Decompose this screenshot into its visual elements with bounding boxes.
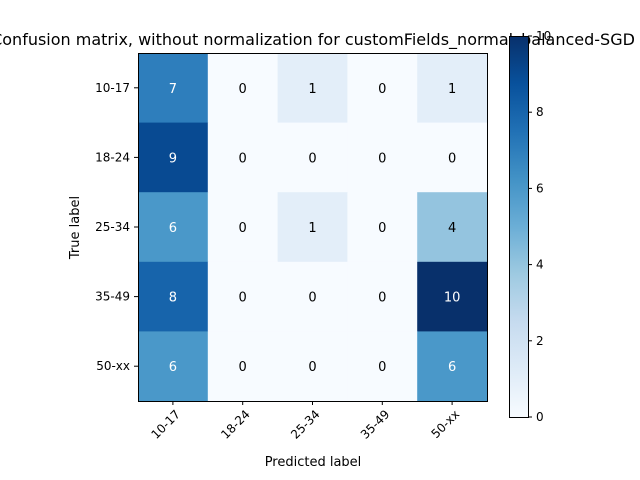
cell-value-label: 6	[448, 360, 456, 375]
cell-value-label: 0	[308, 151, 316, 166]
cell-value-label: 7	[169, 82, 177, 97]
heatmap-cell	[417, 192, 488, 263]
heatmap-cell	[207, 331, 279, 402]
x-tick-label: 10-17	[148, 407, 183, 442]
heatmap-cell	[347, 261, 418, 332]
heatmap-cell	[277, 261, 348, 332]
x-tick-label: 35-49	[358, 407, 393, 442]
chart-title: Confusion matrix, without normalization …	[0, 30, 635, 50]
cell-value-label: 8	[169, 291, 177, 306]
heatmap-cell	[347, 53, 418, 124]
cell-value-label: 10	[444, 291, 461, 306]
y-tick-label: 25-34	[95, 220, 130, 234]
colorbar: 0 2 4 6 8 10	[509, 29, 551, 424]
x-tick-label: 50-xx	[428, 407, 462, 441]
heatmap-cell	[277, 53, 348, 124]
heatmap-cell	[417, 122, 488, 193]
cell-value-label: 0	[308, 291, 316, 306]
x-axis-label: Predicted label	[265, 455, 362, 470]
y-tick-label: 35-49	[95, 290, 130, 304]
cell-value-label: 0	[378, 221, 386, 236]
heatmap-cell	[207, 122, 279, 193]
cell-value-label: 0	[239, 82, 247, 97]
heatmap-cell	[138, 331, 209, 402]
cell-value-label: 1	[308, 82, 316, 97]
cell-value-label: 0	[378, 291, 386, 306]
colorbar-tick-label: 4	[536, 258, 544, 272]
cell-value-label: 0	[378, 151, 386, 166]
cell-value-label: 0	[239, 151, 247, 166]
cell-value-label: 9	[169, 151, 177, 166]
y-tick-label: 10-17	[95, 81, 130, 95]
cell-value-label: 0	[448, 151, 456, 166]
colorbar-tick-label: 8	[536, 105, 544, 119]
colorbar-tick-label: 0	[536, 410, 544, 424]
heatmap-cell	[347, 122, 418, 193]
heatmap-cell	[417, 331, 488, 402]
cell-value-label: 0	[308, 360, 316, 375]
colorbar-tick-label: 6	[536, 181, 544, 195]
heatmap-cell	[138, 122, 209, 193]
colorbar-tick-label: 2	[536, 334, 544, 348]
heatmap-cell	[277, 331, 348, 402]
cell-value-label: 0	[239, 291, 247, 306]
heatmap-cell	[138, 192, 209, 263]
heatmap-cell	[207, 261, 279, 332]
cell-value-label: 0	[239, 360, 247, 375]
heatmap-cell	[347, 192, 418, 263]
y-axis-label: True label	[68, 196, 83, 260]
cell-value-label: 0	[378, 360, 386, 375]
heatmap-cell	[138, 261, 209, 332]
y-tick-label: 50-xx	[96, 359, 130, 373]
cell-value-label: 0	[378, 82, 386, 97]
heatmap-cell	[417, 53, 488, 124]
colorbar-tick-label: 10	[536, 29, 551, 43]
cell-value-label: 6	[169, 360, 177, 375]
x-tick-label: 25-34	[288, 407, 323, 442]
heatmap-cell	[207, 53, 279, 124]
cell-value-label: 0	[239, 221, 247, 236]
heatmap-cell	[277, 192, 348, 263]
cell-value-label: 1	[308, 221, 316, 236]
cell-value-label: 6	[169, 221, 177, 236]
heatmap-cell	[138, 53, 209, 124]
x-tick-label: 18-24	[218, 407, 253, 442]
colorbar-frame	[509, 36, 529, 418]
colorbar-gradient	[509, 36, 528, 417]
heatmap-cell	[417, 261, 488, 332]
cell-value-label: 1	[448, 82, 456, 97]
heatmap-cell	[277, 122, 348, 193]
heatmap-cell	[207, 192, 279, 263]
heatmap-cell	[347, 331, 418, 402]
cell-value-label: 4	[448, 221, 456, 236]
y-tick-label: 18-24	[95, 150, 130, 164]
